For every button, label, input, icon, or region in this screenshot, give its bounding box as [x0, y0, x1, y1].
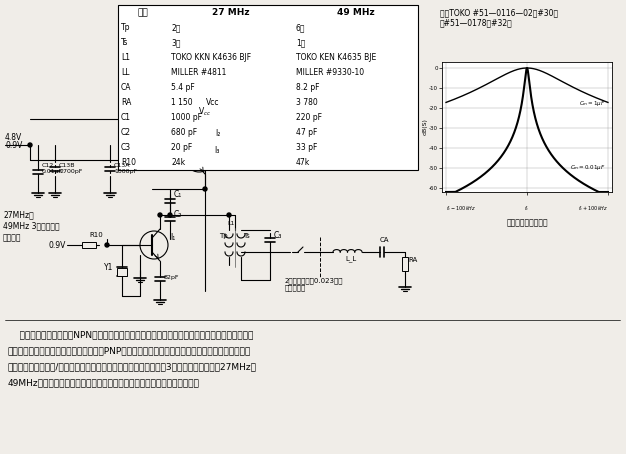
Text: 20 pF: 20 pF: [171, 143, 192, 152]
Text: 电路的发射频谱包络: 电路的发射频谱包络: [506, 218, 548, 227]
Text: RA: RA: [408, 257, 418, 263]
Text: Tp: Tp: [121, 23, 130, 32]
Text: 0.9V: 0.9V: [5, 141, 23, 150]
Bar: [118, 5, 418, 170]
Text: 4.8V: 4.8V: [5, 133, 23, 142]
Text: 1匹: 1匹: [296, 38, 305, 47]
Text: Tp: Tp: [219, 233, 228, 239]
Text: TOKO KEN K4635 BJE: TOKO KEN K4635 BJE: [296, 53, 376, 62]
Text: 管的基极由双向电流源来驱动。对由馈和PNP集电极同二极管串联到地所限定的低状态的电压范围均: 管的基极由双向电流源来驱动。对由馈和PNP集电极同二极管串联到地所限定的低状态的…: [8, 346, 251, 355]
Text: C13B
2700pF: C13B 2700pF: [59, 163, 83, 174]
Text: R10: R10: [89, 232, 103, 238]
Text: C3: C3: [121, 143, 131, 152]
Text: 680 pF: 680 pF: [171, 128, 197, 137]
Text: $f_c-100kHz$: $f_c-100kHz$: [446, 204, 476, 213]
Text: CA: CA: [380, 237, 389, 243]
Text: RA: RA: [121, 98, 131, 107]
Bar: [82, 242, 96, 248]
Text: C13A
1000pF: C13A 1000pF: [114, 163, 137, 174]
Text: 6匹: 6匹: [296, 23, 305, 32]
Text: 8.2 pF: 8.2 pF: [296, 83, 319, 92]
Bar: [402, 257, 408, 271]
Circle shape: [28, 143, 32, 147]
Text: 1000 pF: 1000 pF: [171, 113, 202, 122]
Text: 元件: 元件: [138, 8, 148, 17]
Text: 2英尺长直径为0.023的天
线等效电路: 2英尺长直径为0.023的天 线等效电路: [285, 277, 344, 291]
Text: TOKO KKN K4636 BJF: TOKO KKN K4636 BJF: [171, 53, 251, 62]
Text: $f_c$: $f_c$: [524, 204, 530, 213]
Bar: [117, 268, 127, 276]
Circle shape: [105, 243, 109, 247]
Text: MILLER #4811: MILLER #4811: [171, 68, 227, 77]
Circle shape: [203, 187, 207, 191]
Circle shape: [168, 213, 172, 217]
Text: 2匹: 2匹: [171, 23, 180, 32]
Text: C₁: C₁: [174, 190, 182, 199]
Text: C12
0.01μF: C12 0.01μF: [42, 163, 63, 174]
Text: 3 780: 3 780: [296, 98, 318, 107]
Text: L1: L1: [121, 53, 130, 62]
Text: CA: CA: [121, 83, 131, 92]
Text: Ts: Ts: [243, 233, 250, 239]
Text: 49 MHz: 49 MHz: [337, 8, 374, 17]
Text: 适应。该晋体振荡器/发射机晋体管按丙类模式组成振荡电路。因为3次泻音晋体被应用在27MHz或: 适应。该晋体振荡器/发射机晋体管按丙类模式组成振荡电路。因为3次泻音晋体被应用在…: [8, 362, 257, 371]
Text: 3匹: 3匹: [171, 38, 180, 47]
Text: 220 pF: 220 pF: [296, 113, 322, 122]
Text: Vcc: Vcc: [206, 98, 220, 107]
Text: MILLER #9330-10: MILLER #9330-10: [296, 68, 364, 77]
Text: V$_{cc}$: V$_{cc}$: [198, 105, 212, 118]
Text: 49MHz，所以必须使用可调谐的集电极负载，以保证工作在正确的频率上。: 49MHz，所以必须使用可调谐的集电极负载，以保证工作在正确的频率上。: [8, 378, 200, 387]
Text: 1 150: 1 150: [171, 98, 193, 107]
Text: 24k: 24k: [171, 158, 185, 167]
Text: $C_m=0.01\mu F$: $C_m=0.01\mu F$: [570, 163, 605, 173]
Text: 0.9V: 0.9V: [49, 241, 66, 250]
Text: Ts: Ts: [121, 38, 128, 47]
Text: LL: LL: [121, 68, 130, 77]
Text: I₁: I₁: [170, 233, 175, 242]
Text: I₃: I₃: [214, 146, 219, 155]
Text: 5.4 pF: 5.4 pF: [171, 83, 195, 92]
Text: 82pF: 82pF: [164, 275, 180, 280]
Text: 27 MHz: 27 MHz: [212, 8, 249, 17]
Text: I₂: I₂: [215, 129, 220, 138]
Circle shape: [158, 213, 162, 217]
Text: $C_m=1\mu F$: $C_m=1\mu F$: [579, 99, 605, 109]
Circle shape: [227, 213, 231, 217]
Text: 调制器和振荡器由两个NPN晋体管组成。调制器晋体管的基极由双向电流源来驱动。调制器晋体: 调制器和振荡器由两个NPN晋体管组成。调制器晋体管的基极由双向电流源来驱动。调制…: [8, 330, 254, 339]
Text: 47k: 47k: [296, 158, 310, 167]
Text: C1: C1: [121, 113, 131, 122]
Text: C2: C2: [121, 128, 131, 137]
Text: C₂: C₂: [174, 210, 182, 219]
Text: 33 pF: 33 pF: [296, 143, 317, 152]
Text: 采用TOKO #51—0116—02和#30线: 采用TOKO #51—0116—02和#30线: [440, 8, 558, 17]
Text: 及#51—0178和#32线: 及#51—0178和#32线: [440, 18, 513, 27]
Text: $f_c+100kHz$: $f_c+100kHz$: [578, 204, 608, 213]
Y-axis label: dB(S): dB(S): [423, 118, 428, 135]
Text: L_L: L_L: [345, 255, 356, 262]
Text: 27MHz或
49MHz 3次泛音串联
模式晶体: 27MHz或 49MHz 3次泛音串联 模式晶体: [3, 210, 59, 242]
Text: 47 pF: 47 pF: [296, 128, 317, 137]
Text: Y1: Y1: [104, 263, 113, 272]
Text: L1: L1: [227, 221, 234, 226]
Text: C₃: C₃: [274, 231, 282, 240]
Text: R10: R10: [121, 158, 136, 167]
